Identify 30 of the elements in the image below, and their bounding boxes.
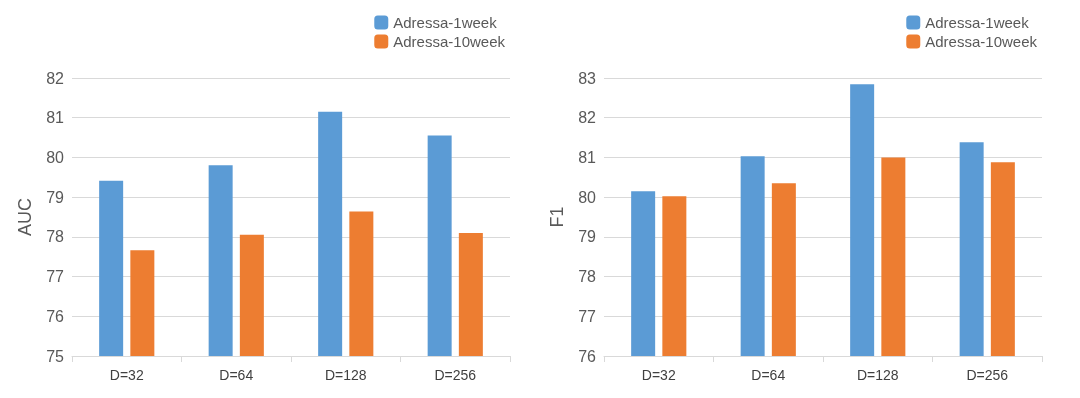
y-tick-label: 81 [46, 109, 65, 127]
y-tick-label: 77 [46, 268, 65, 286]
legend-label: Adressa-1week [393, 14, 498, 31]
x-tick-label: D=32 [109, 367, 144, 383]
x-tick-label: D=128 [856, 367, 899, 383]
y-tick-label: 79 [578, 228, 597, 246]
y-tick-label: 76 [46, 307, 65, 325]
legend-label: Adressa-10week [393, 33, 506, 50]
x-tick-label: D=256 [966, 367, 1009, 383]
y-axis-title: AUC [15, 197, 35, 237]
y-tick-label: 78 [46, 228, 65, 246]
y-tick-label: 82 [46, 69, 65, 87]
x-tick-label: D=32 [641, 367, 676, 383]
y-tick-label: 75 [46, 347, 65, 365]
x-tick-label: D=64 [219, 367, 254, 383]
y-tick-label: 78 [578, 268, 597, 286]
y-tick-label: 82 [578, 109, 597, 127]
y-tick-label: 81 [578, 148, 597, 166]
y-tick-label: 77 [578, 307, 597, 325]
x-tick-label: D=128 [324, 367, 367, 383]
x-tick-label: D=64 [751, 367, 786, 383]
legend-label: Adressa-10week [925, 33, 1038, 50]
y-axis-title: F1 [547, 206, 567, 228]
y-tick-label: 79 [46, 188, 65, 206]
x-tick-label: D=256 [434, 367, 477, 383]
legend-label: Adressa-1week [925, 14, 1030, 31]
y-tick-label: 76 [578, 347, 597, 365]
y-tick-label: 83 [578, 69, 597, 87]
y-tick-label: 80 [578, 188, 597, 206]
y-tick-label: 80 [46, 148, 65, 166]
